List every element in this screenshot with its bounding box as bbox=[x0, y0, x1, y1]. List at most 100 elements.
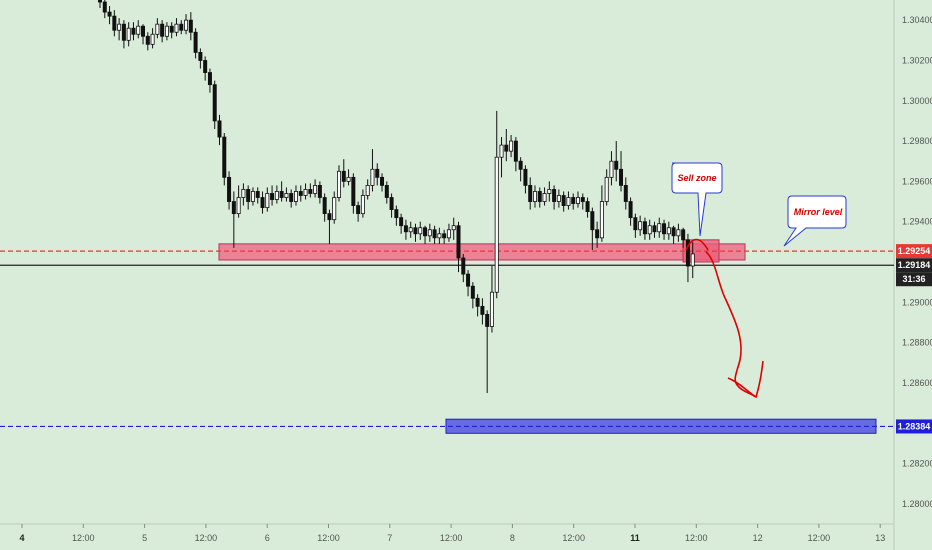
candle bbox=[160, 20, 165, 43]
candle bbox=[485, 310, 490, 393]
candle bbox=[408, 221, 413, 238]
candle bbox=[308, 183, 313, 198]
candle bbox=[403, 219, 408, 240]
candle bbox=[633, 213, 638, 238]
candle bbox=[604, 169, 609, 206]
candle bbox=[365, 179, 370, 200]
candle bbox=[466, 270, 471, 297]
candle bbox=[595, 221, 600, 248]
price-tick-label: 1.28600 bbox=[902, 378, 932, 388]
candle bbox=[250, 187, 255, 206]
price-tick-label: 1.29600 bbox=[902, 176, 932, 186]
candle bbox=[442, 229, 447, 244]
price-tick-label: 1.29400 bbox=[902, 217, 932, 227]
candlestick-series bbox=[98, 0, 695, 393]
candle bbox=[279, 181, 284, 202]
candle bbox=[446, 223, 451, 242]
candle bbox=[552, 185, 557, 210]
countdown-label: 31:36 bbox=[896, 272, 932, 287]
candle bbox=[456, 221, 461, 273]
candle bbox=[284, 187, 289, 202]
candle bbox=[666, 221, 671, 240]
candle bbox=[652, 221, 657, 238]
candle bbox=[145, 32, 150, 51]
candle bbox=[561, 191, 566, 212]
candle bbox=[126, 22, 131, 47]
price-tick-label: 1.28200 bbox=[902, 459, 932, 469]
candle bbox=[542, 187, 547, 206]
time-tick-label: 12:00 bbox=[808, 533, 831, 543]
candle bbox=[155, 18, 160, 39]
candle bbox=[532, 185, 537, 208]
candle bbox=[174, 18, 179, 37]
candle bbox=[690, 241, 695, 279]
candle bbox=[212, 80, 217, 129]
price-level-label: 1.28384 bbox=[896, 419, 932, 434]
candle bbox=[341, 159, 346, 188]
candle bbox=[332, 191, 337, 224]
candle bbox=[647, 219, 652, 240]
candle bbox=[117, 18, 122, 41]
candle bbox=[470, 282, 475, 309]
sell-zone-bump bbox=[685, 238, 709, 251]
price-tick-label: 1.30000 bbox=[902, 96, 932, 106]
candle bbox=[437, 227, 442, 244]
candle bbox=[413, 223, 418, 242]
price-tick-label: 1.28800 bbox=[902, 338, 932, 348]
candle bbox=[217, 114, 222, 146]
svg-text:31:36: 31:36 bbox=[902, 274, 925, 284]
candle bbox=[628, 197, 633, 226]
price-level-label: 1.29254 bbox=[896, 244, 932, 259]
price-tick-label: 1.29800 bbox=[902, 136, 932, 146]
candle bbox=[537, 187, 542, 208]
candle bbox=[475, 294, 480, 317]
candle bbox=[480, 298, 485, 325]
candle bbox=[642, 217, 647, 240]
time-tick-label: 12:00 bbox=[72, 533, 95, 543]
time-tick-label: 11 bbox=[630, 533, 640, 543]
candle bbox=[336, 165, 341, 202]
candle bbox=[317, 181, 322, 204]
candle bbox=[231, 191, 236, 248]
candle bbox=[107, 6, 112, 25]
time-tick-label: 12:00 bbox=[195, 533, 218, 543]
candle bbox=[293, 185, 298, 206]
time-tick-label: 6 bbox=[265, 533, 270, 543]
candle bbox=[380, 173, 385, 192]
svg-text:1.29184: 1.29184 bbox=[898, 260, 931, 270]
candle bbox=[576, 191, 581, 208]
candle bbox=[461, 253, 466, 283]
price-axis[interactable]: 1.30400 1.30200 1.30000 1.29800 1.29600 1.294… bbox=[902, 15, 932, 509]
time-tick-label: 5 bbox=[142, 533, 147, 543]
mirror-level-label: Mirror level bbox=[794, 207, 843, 217]
candle bbox=[580, 193, 585, 210]
candle bbox=[427, 223, 432, 242]
candle bbox=[236, 185, 241, 218]
time-tick-label: 12:00 bbox=[685, 533, 708, 543]
candle bbox=[623, 177, 628, 210]
candle bbox=[265, 187, 270, 212]
candle bbox=[193, 28, 198, 59]
time-tick-label: 8 bbox=[510, 533, 515, 543]
candle bbox=[131, 22, 136, 41]
candle bbox=[432, 225, 437, 244]
candle bbox=[547, 181, 552, 202]
candle bbox=[571, 193, 576, 210]
price-level-label: 1.29184 bbox=[896, 258, 932, 273]
candle bbox=[274, 185, 279, 204]
price-tick-label: 1.30200 bbox=[902, 55, 932, 65]
candle bbox=[384, 181, 389, 204]
projection-arrow-head bbox=[727, 360, 764, 399]
time-tick-label: 13 bbox=[875, 533, 885, 543]
candle bbox=[327, 209, 332, 244]
candle bbox=[590, 207, 595, 250]
candle bbox=[207, 68, 212, 93]
sell-zone-label: Sell zone bbox=[677, 173, 716, 183]
candle bbox=[179, 20, 184, 35]
candle bbox=[523, 165, 528, 194]
candle bbox=[389, 193, 394, 218]
candle bbox=[121, 20, 126, 49]
time-tick-label: 12:00 bbox=[440, 533, 463, 543]
time-axis[interactable]: 4 12:00 5 12:00 6 12:00 7 12:00 8 12:00 11 12:00 12 1… bbox=[19, 524, 885, 543]
